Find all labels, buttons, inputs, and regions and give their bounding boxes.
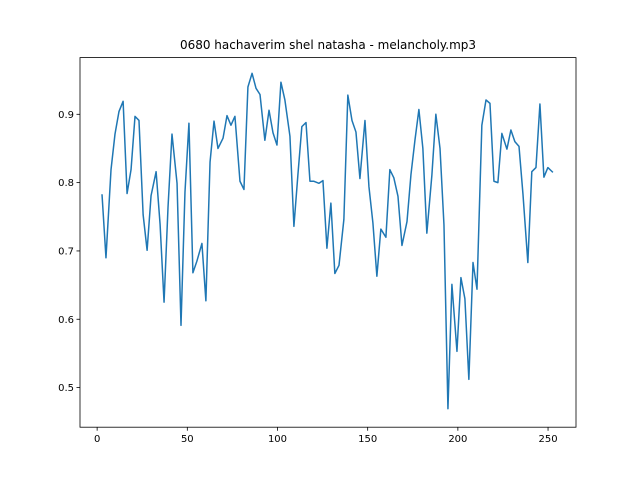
x-tick-label: 150 xyxy=(358,434,377,445)
x-tick-label: 0 xyxy=(94,434,100,445)
y-tick-label: 0.8 xyxy=(58,178,74,189)
y-tick-label: 0.5 xyxy=(58,383,74,394)
x-tick-label: 50 xyxy=(181,434,194,445)
data-line xyxy=(101,72,554,410)
x-tick-label: 200 xyxy=(448,434,467,445)
x-tick-label: 250 xyxy=(538,434,557,445)
chart-title: 0680 hachaverim shel natasha - melanchol… xyxy=(180,38,476,52)
y-tick-label: 0.7 xyxy=(58,246,74,257)
y-tick-label: 0.6 xyxy=(58,315,74,326)
x-tick-label: 100 xyxy=(268,434,287,445)
plot-frame xyxy=(79,57,577,428)
y-tick-label: 0.9 xyxy=(58,110,74,121)
